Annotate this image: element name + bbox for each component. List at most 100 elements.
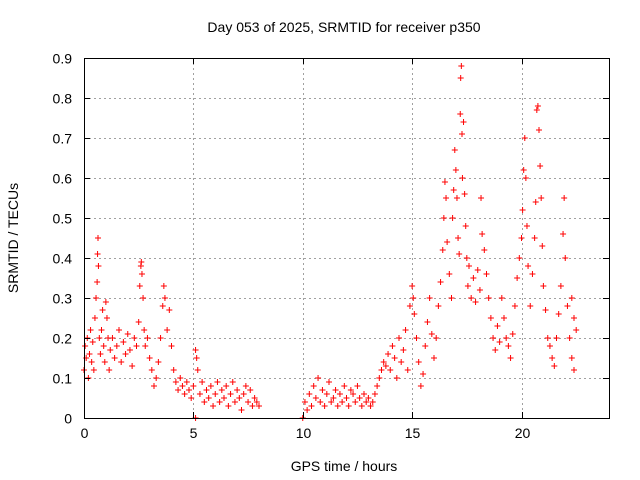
- data-point: [194, 367, 201, 373]
- data-point: [523, 223, 530, 229]
- data-point: [120, 339, 127, 345]
- data-point: [463, 255, 470, 261]
- data-point: [435, 303, 442, 309]
- data-point: [199, 379, 206, 385]
- data-point: [328, 399, 335, 405]
- data-point: [170, 367, 177, 373]
- data-point: [201, 399, 208, 405]
- data-point: [483, 271, 490, 277]
- y-tick-label: 0.6: [53, 171, 73, 187]
- data-point: [387, 367, 394, 373]
- data-point: [330, 395, 337, 401]
- data-point: [350, 391, 357, 397]
- data-point: [450, 187, 457, 193]
- y-tick-label: 0.8: [53, 91, 73, 107]
- data-point: [193, 355, 200, 361]
- data-point: [551, 363, 558, 369]
- data-point: [496, 339, 503, 345]
- data-point: [317, 399, 324, 405]
- y-tick-label: 0.2: [53, 331, 73, 347]
- x-tick-label: 15: [405, 425, 421, 441]
- data-point: [544, 335, 551, 341]
- data-point: [525, 263, 532, 269]
- data-point: [210, 403, 217, 409]
- x-tick-label: 0: [81, 425, 89, 441]
- data-point: [396, 335, 402, 341]
- data-point: [453, 195, 460, 201]
- data-point: [161, 295, 168, 301]
- data-point: [135, 319, 142, 325]
- data-point: [116, 327, 122, 333]
- data-point: [354, 383, 361, 389]
- data-point: [151, 383, 157, 389]
- data-point: [520, 167, 527, 173]
- data-point: [308, 403, 315, 409]
- data-point: [225, 403, 232, 409]
- data-point: [456, 251, 463, 257]
- data-point: [509, 331, 516, 337]
- data-point: [511, 303, 518, 309]
- data-point: [542, 307, 549, 313]
- data-point: [148, 367, 155, 373]
- data-point: [501, 315, 507, 321]
- data-point: [166, 307, 173, 313]
- data-point: [566, 335, 573, 341]
- data-point: [242, 383, 249, 389]
- data-point: [529, 271, 536, 277]
- data-point: [304, 407, 311, 413]
- plot-background: [84, 58, 609, 418]
- data-point: [238, 407, 245, 413]
- data-point: [440, 215, 447, 221]
- data-point: [356, 395, 363, 401]
- data-point: [539, 243, 546, 249]
- data-point: [498, 295, 505, 301]
- data-point: [155, 359, 162, 365]
- data-point: [103, 315, 110, 321]
- data-point: [472, 299, 479, 305]
- data-point: [236, 395, 243, 401]
- data-point: [138, 259, 145, 265]
- data-point: [457, 111, 464, 117]
- data-point: [336, 391, 343, 397]
- data-point: [234, 387, 241, 393]
- data-point: [402, 327, 409, 333]
- data-point: [553, 335, 560, 341]
- data-point: [518, 235, 525, 241]
- data-point: [168, 343, 175, 349]
- data-point: [433, 335, 440, 341]
- data-point: [95, 235, 101, 241]
- data-point: [227, 391, 234, 397]
- data-point: [212, 391, 219, 397]
- data-point: [391, 355, 398, 361]
- data-point: [490, 335, 497, 341]
- data-point: [131, 335, 138, 341]
- data-point: [564, 303, 571, 309]
- data-point: [446, 271, 453, 277]
- data-point: [90, 367, 97, 373]
- data-point: [172, 379, 179, 385]
- y-tick-label: 0.9: [53, 51, 73, 67]
- data-point: [96, 335, 103, 341]
- data-point: [476, 287, 483, 293]
- data-point: [380, 359, 387, 365]
- data-point: [444, 239, 451, 245]
- data-point: [124, 331, 131, 337]
- data-point: [122, 351, 129, 357]
- data-point: [571, 367, 577, 373]
- y-tick-label: 0.3: [53, 291, 73, 307]
- data-point: [86, 351, 93, 357]
- data-point: [231, 399, 238, 405]
- data-point: [363, 399, 370, 405]
- data-point: [367, 403, 374, 409]
- data-point: [451, 147, 458, 153]
- data-point: [339, 399, 346, 405]
- data-point: [89, 339, 96, 345]
- data-point: [361, 391, 367, 397]
- data-point: [251, 395, 258, 401]
- data-point: [533, 107, 540, 113]
- data-point: [141, 327, 148, 333]
- y-tick-label: 0.4: [53, 251, 73, 267]
- data-point: [479, 231, 486, 237]
- data-point: [413, 335, 420, 341]
- data-point: [411, 311, 418, 317]
